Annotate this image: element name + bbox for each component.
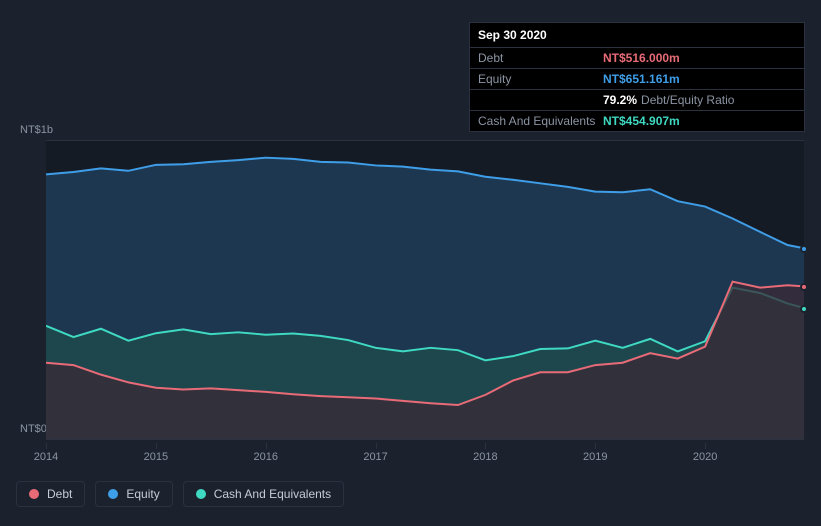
legend-label: Equity — [126, 487, 159, 501]
legend-dot-icon — [29, 489, 39, 499]
y-axis-label-top: NT$1b — [20, 124, 53, 136]
tooltip-row-cash: Cash And Equivalents NT$454.907m — [470, 111, 804, 131]
tooltip-label — [478, 93, 603, 107]
legend-label: Cash And Equivalents — [214, 487, 331, 501]
tooltip-ratio-pct: 79.2% — [603, 93, 637, 107]
tooltip-value: NT$454.907m — [603, 114, 680, 128]
legend-dot-icon — [108, 489, 118, 499]
x-axis-label: 2015 — [144, 451, 168, 463]
legend-dot-icon — [196, 489, 206, 499]
x-tick — [376, 443, 377, 449]
legend-item-cash[interactable]: Cash And Equivalents — [183, 481, 344, 507]
x-tick — [705, 443, 706, 449]
tooltip-label: Debt — [478, 51, 603, 65]
tooltip-row-debt: Debt NT$516.000m — [470, 48, 804, 69]
x-axis-label: 2018 — [473, 451, 497, 463]
x-axis: 2014201520162017201820192020 — [46, 443, 804, 463]
series-end-dot-icon — [800, 245, 808, 253]
tooltip-date: Sep 30 2020 — [470, 23, 804, 48]
x-tick — [156, 443, 157, 449]
chart-plot[interactable] — [46, 140, 804, 440]
x-axis-label: 2014 — [34, 451, 58, 463]
tooltip-value: NT$516.000m — [603, 51, 680, 65]
y-axis-label-bottom: NT$0 — [20, 423, 47, 435]
x-axis-label: 2019 — [583, 451, 607, 463]
x-tick — [46, 443, 47, 449]
tooltip-label: Equity — [478, 72, 603, 86]
series-end-dot-icon — [800, 283, 808, 291]
x-tick — [485, 443, 486, 449]
tooltip-label: Cash And Equivalents — [478, 114, 603, 128]
x-tick — [266, 443, 267, 449]
tooltip-value: NT$651.161m — [603, 72, 680, 86]
x-axis-label: 2017 — [363, 451, 387, 463]
tooltip-row-equity: Equity NT$651.161m — [470, 69, 804, 90]
chart-tooltip: Sep 30 2020 Debt NT$516.000m Equity NT$6… — [469, 22, 805, 132]
tooltip-ratio-label: Debt/Equity Ratio — [641, 93, 734, 107]
legend-item-debt[interactable]: Debt — [16, 481, 85, 507]
x-axis-label: 2016 — [253, 451, 277, 463]
legend-item-equity[interactable]: Equity — [95, 481, 172, 507]
tooltip-row-ratio: 79.2% Debt/Equity Ratio — [470, 90, 804, 111]
series-end-dot-icon — [800, 305, 808, 313]
legend-label: Debt — [47, 487, 72, 501]
x-axis-label: 2020 — [693, 451, 717, 463]
legend: Debt Equity Cash And Equivalents — [16, 481, 344, 507]
chart-svg — [46, 141, 804, 439]
x-tick — [595, 443, 596, 449]
